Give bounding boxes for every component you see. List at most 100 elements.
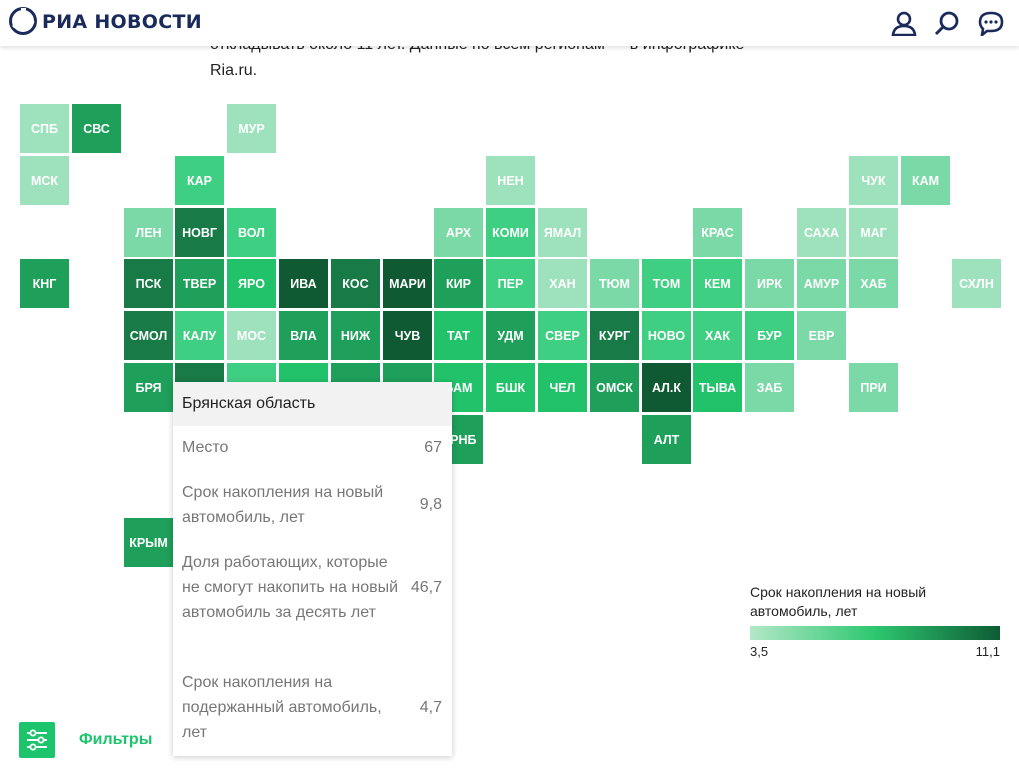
chat-icon[interactable] <box>978 10 1004 36</box>
region-tile-бур[interactable]: БУР <box>745 311 794 360</box>
region-tile-мари[interactable]: МАРИ <box>383 259 432 308</box>
region-tile-label: ЕВР <box>808 328 835 343</box>
region-tile-label: КОС <box>342 276 369 291</box>
region-tile-спб[interactable]: СПБ <box>20 104 69 153</box>
filters-button[interactable] <box>19 722 55 758</box>
ria-logo-icon[interactable] <box>8 6 38 36</box>
region-tile-арх[interactable]: АРХ <box>434 208 483 257</box>
region-tile-нен[interactable]: НЕН <box>486 156 535 205</box>
region-tile-при[interactable]: ПРИ <box>849 363 898 412</box>
region-tile-кнг[interactable]: КНГ <box>20 259 69 308</box>
region-tile-коми[interactable]: КОМИ <box>486 208 535 257</box>
region-tile-пск[interactable]: ПСК <box>124 259 173 308</box>
region-tile-вла[interactable]: ВЛА <box>279 311 328 360</box>
region-tile-кир[interactable]: КИР <box>434 259 483 308</box>
region-tile-ямал[interactable]: ЯМАЛ <box>538 208 587 257</box>
logo-text[interactable]: РИА НОВОСТИ <box>42 11 202 33</box>
filters-label[interactable]: Фильтры <box>79 731 153 748</box>
region-tile-ал.к[interactable]: АЛ.К <box>642 363 691 412</box>
legend-min: 3,5 <box>750 644 769 659</box>
region-tile-вол[interactable]: ВОЛ <box>227 208 276 257</box>
region-tile-бшк[interactable]: БШК <box>486 363 535 412</box>
tooltip-row-value: 46,7 <box>410 578 442 596</box>
region-tile-смол[interactable]: СМОЛ <box>124 311 173 360</box>
region-tile-мос[interactable]: МОС <box>227 311 276 360</box>
region-tile-чел[interactable]: ЧЕЛ <box>538 363 587 412</box>
region-tile-label: ЧЕЛ <box>549 380 576 395</box>
region-tile-яро[interactable]: ЯРО <box>227 259 276 308</box>
region-tile-label: СМОЛ <box>129 328 168 343</box>
region-tile-label: ИРК <box>757 276 782 291</box>
region-tile-амур[interactable]: АМУР <box>797 259 846 308</box>
tooltip-title: Брянская область <box>173 382 452 426</box>
region-tile-хан[interactable]: ХАН <box>538 259 587 308</box>
region-tile-саха[interactable]: САХА <box>797 208 846 257</box>
legend-ticks: 3,5 11,1 <box>750 644 1000 659</box>
region-tile-крас[interactable]: КРАС <box>693 208 742 257</box>
region-tile-label: КАМ <box>911 173 940 188</box>
region-tile-твер[interactable]: ТВЕР <box>175 259 224 308</box>
region-tile-маг[interactable]: МАГ <box>849 208 898 257</box>
region-tile-label: НОВГ <box>182 225 217 240</box>
region-tile-кем[interactable]: КЕМ <box>693 259 742 308</box>
user-icon[interactable] <box>891 10 917 36</box>
region-tile-кург[interactable]: КУРГ <box>590 311 639 360</box>
region-tile-label: ИВА <box>290 276 317 291</box>
region-tile-label: НЕН <box>497 173 524 188</box>
region-tile-кам[interactable]: КАМ <box>901 156 950 205</box>
region-tile-пер[interactable]: ПЕР <box>486 259 535 308</box>
region-tile-том[interactable]: ТОМ <box>642 259 691 308</box>
region-tile-свс[interactable]: СВС <box>72 104 121 153</box>
region-tile-хаб[interactable]: ХАБ <box>849 259 898 308</box>
region-tile-ново[interactable]: НОВО <box>642 311 691 360</box>
region-tile-тат[interactable]: ТАТ <box>434 311 483 360</box>
region-tile-ниж[interactable]: НИЖ <box>331 311 380 360</box>
region-tile-чув[interactable]: ЧУВ <box>383 311 432 360</box>
region-tile-хак[interactable]: ХАК <box>693 311 742 360</box>
region-tile-label: КЕМ <box>704 276 731 291</box>
search-icon[interactable] <box>934 10 960 36</box>
region-tile-label: ВЛА <box>290 328 317 343</box>
region-tile-крым[interactable]: КРЫМ <box>124 518 173 567</box>
region-tile-label: КИР <box>446 276 471 291</box>
region-tile-кос[interactable]: КОС <box>331 259 380 308</box>
region-tile-label: ЗАБ <box>756 380 783 395</box>
region-tile-label: МУР <box>238 121 265 136</box>
region-tile-тюм[interactable]: ТЮМ <box>590 259 639 308</box>
region-tile-чук[interactable]: ЧУК <box>849 156 898 205</box>
region-tile-заб[interactable]: ЗАБ <box>745 363 794 412</box>
region-tile-схлн[interactable]: СХЛН <box>952 259 1001 308</box>
region-tile-label: ЯМАЛ <box>543 225 582 240</box>
tooltip-row-value: 4,7 <box>419 698 442 716</box>
region-tile-омск[interactable]: ОМСК <box>590 363 639 412</box>
region-tile-удм[interactable]: УДМ <box>486 311 535 360</box>
region-tile-алт[interactable]: АЛТ <box>642 415 691 464</box>
region-tile-ива[interactable]: ИВА <box>279 259 328 308</box>
region-tile-свер[interactable]: СВЕР <box>538 311 587 360</box>
region-tile-label: ПЕР <box>497 276 524 291</box>
tooltip-row-label: Срок накопления на новый автомобиль, лет <box>182 484 384 526</box>
region-tile-label: ТОМ <box>652 276 681 291</box>
region-tile-label: ТАТ <box>447 328 470 343</box>
region-tile-мур[interactable]: МУР <box>227 104 276 153</box>
region-tile-лен[interactable]: ЛЕН <box>124 208 173 257</box>
region-tile-label: ЯРО <box>238 276 265 291</box>
region-tile-мск[interactable]: МСК <box>20 156 69 205</box>
region-tile-label: СВС <box>83 121 110 136</box>
region-tile-ирк[interactable]: ИРК <box>745 259 794 308</box>
region-tile-кар[interactable]: КАР <box>175 156 224 205</box>
region-tile-бря[interactable]: БРЯ <box>124 363 173 412</box>
region-tile-калу[interactable]: КАЛУ <box>175 311 224 360</box>
tooltip-row-share: Доля работающих, которые не смогут накоп… <box>182 550 442 625</box>
region-tile-label: БШК <box>495 380 526 395</box>
tooltip-row-label: Срок накопления на подержанный автомобил… <box>182 674 382 741</box>
region-tile-label: ЧУК <box>861 173 886 188</box>
region-tile-label: ОМСК <box>596 380 633 395</box>
region-tile-новг[interactable]: НОВГ <box>175 208 224 257</box>
tooltip-row-new-car: Срок накопления на новый автомобиль, лет… <box>182 480 442 530</box>
region-tile-тыва[interactable]: ТЫВА <box>693 363 742 412</box>
region-tile-label: УДМ <box>497 328 524 343</box>
tooltip-row-rank: Место 67 <box>182 435 442 460</box>
region-tile-label: КАР <box>187 173 212 188</box>
region-tile-евр[interactable]: ЕВР <box>797 311 846 360</box>
